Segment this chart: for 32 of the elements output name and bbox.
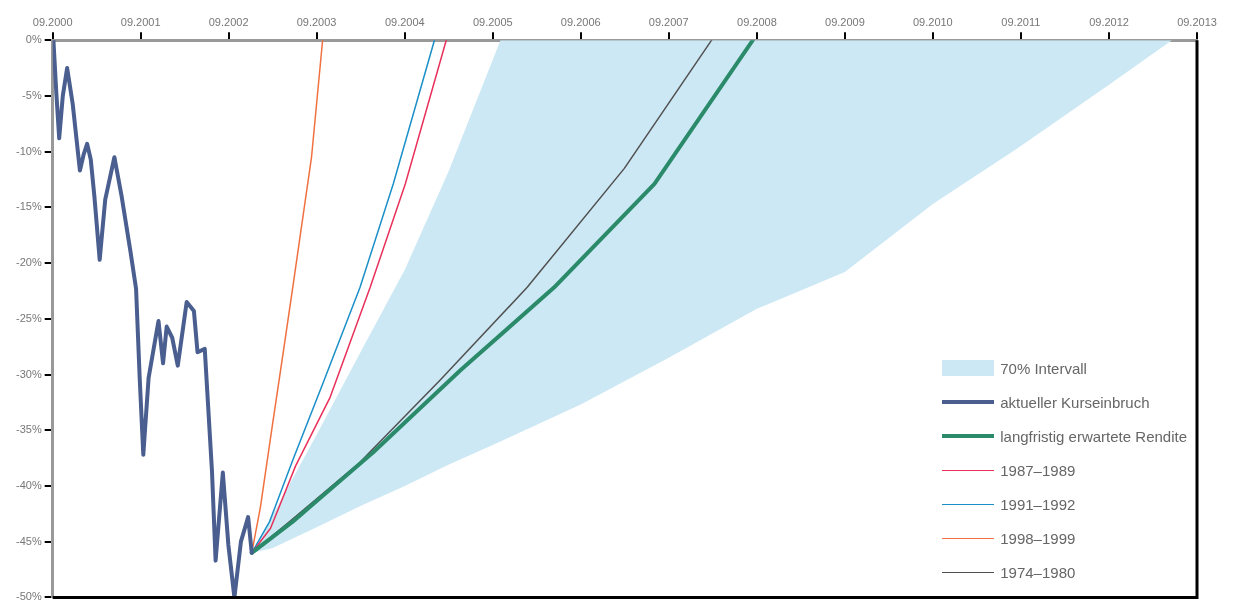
y-tick-label: -10%: [15, 144, 42, 157]
legend-label: 70% Intervall: [1000, 359, 1087, 377]
x-tick-label: 09.2012: [1089, 15, 1129, 28]
legend-label: aktueller Kurseinbruch: [1000, 393, 1150, 411]
y-tick-label: -25%: [15, 311, 42, 324]
y-tick-label: -35%: [15, 423, 42, 436]
y-tick-label: -5%: [22, 88, 42, 101]
legend-label: 1974–1980: [1000, 563, 1076, 581]
x-tick-label: 09.2004: [384, 15, 425, 28]
x-tick-label: 09.2006: [560, 15, 601, 28]
x-tick-label: 09.2011: [1001, 15, 1041, 28]
x-tick-label: 09.2009: [825, 15, 865, 28]
x-tick-label: 09.2002: [208, 15, 249, 28]
y-tick-label: -50%: [15, 590, 42, 603]
x-tick-label: 09.2010: [912, 15, 953, 28]
x-tick-label: 09.2007: [648, 15, 689, 28]
y-tick-label: -20%: [15, 256, 42, 269]
x-tick-label: 09.2001: [120, 15, 161, 28]
x-tick-label: 09.2005: [472, 15, 513, 28]
legend-label: 1991–1992: [1000, 495, 1076, 513]
y-tick-label: -30%: [15, 367, 42, 380]
y-tick-label: 0%: [25, 33, 42, 46]
legend-label: 1987–1989: [1000, 461, 1076, 479]
x-tick-label: 09.2008: [737, 15, 777, 28]
legend-label: langfristig erwartete Rendite: [1000, 427, 1187, 445]
y-tick-label: -40%: [15, 478, 42, 491]
y-tick-label: -45%: [15, 534, 42, 547]
x-tick-label: 09.2003: [296, 15, 337, 28]
y-tick-label: -15%: [15, 200, 42, 213]
x-tick-label: 09.2013: [1177, 15, 1217, 28]
legend-label: 1998–1999: [1000, 529, 1076, 547]
x-tick-label: 09.2000: [32, 15, 73, 28]
